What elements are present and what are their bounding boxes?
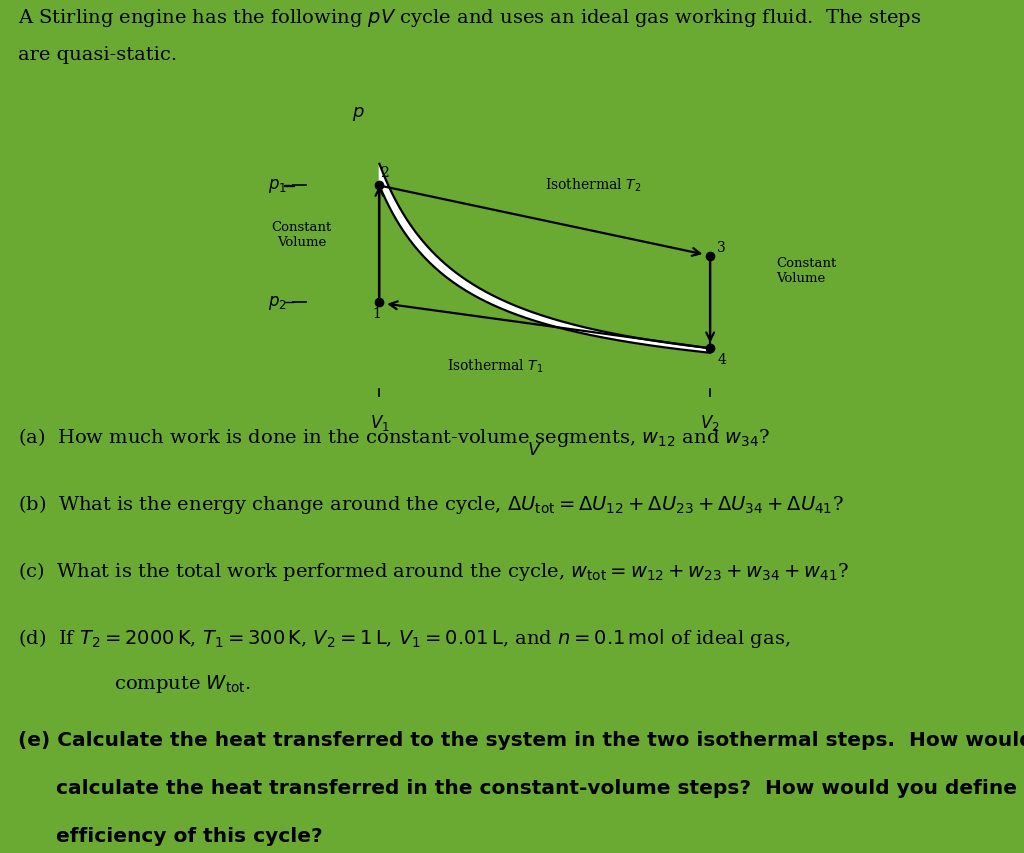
Text: 3: 3 xyxy=(718,241,726,254)
Text: (e) Calculate the heat transferred to the system in the two isothermal steps.  H: (e) Calculate the heat transferred to th… xyxy=(18,730,1024,750)
Text: Constant
Volume: Constant Volume xyxy=(271,221,332,249)
Text: (b)  What is the energy change around the cycle, $\Delta U_{\mathrm{tot}} = \Del: (b) What is the energy change around the… xyxy=(18,493,844,515)
Text: Isothermal $T_2$: Isothermal $T_2$ xyxy=(545,176,641,194)
Text: $V$: $V$ xyxy=(527,440,543,458)
Text: $p$: $p$ xyxy=(352,104,365,123)
Text: $p_1$: $p_1$ xyxy=(267,177,287,195)
Text: 4: 4 xyxy=(718,353,726,367)
Polygon shape xyxy=(379,165,711,353)
Text: efficiency of this cycle?: efficiency of this cycle? xyxy=(56,826,323,845)
Text: compute $W_{\mathrm{tot}}$.: compute $W_{\mathrm{tot}}$. xyxy=(77,672,251,694)
Text: Constant
Volume: Constant Volume xyxy=(776,256,836,284)
Text: Isothermal $T_1$: Isothermal $T_1$ xyxy=(447,357,544,375)
Text: $V_2$: $V_2$ xyxy=(700,413,720,433)
Text: (d)  If $T_2 = 2000\,\mathrm{K}$, $T_1 = 300\,\mathrm{K}$, $V_2 = 1\,\mathrm{L}$: (d) If $T_2 = 2000\,\mathrm{K}$, $T_1 = … xyxy=(18,626,791,649)
Text: 2: 2 xyxy=(380,165,389,180)
Text: 1: 1 xyxy=(372,307,381,321)
Text: are quasi-static.: are quasi-static. xyxy=(18,46,177,64)
Text: (a)  How much work is done in the constant-volume segments, $w_{12}$ and $w_{34}: (a) How much work is done in the constan… xyxy=(18,426,771,449)
Text: calculate the heat transferred in the constant-volume steps?  How would you defi: calculate the heat transferred in the co… xyxy=(56,778,1017,798)
Text: (c)  What is the total work performed around the cycle, $w_{\mathrm{tot}} = w_{1: (c) What is the total work performed aro… xyxy=(18,560,850,583)
Text: A Stirling engine has the following $pV$ cycle and uses an ideal gas working flu: A Stirling engine has the following $pV$… xyxy=(18,7,922,29)
Text: $p_2$: $p_2$ xyxy=(268,293,287,311)
Text: $V_1$: $V_1$ xyxy=(370,413,389,433)
